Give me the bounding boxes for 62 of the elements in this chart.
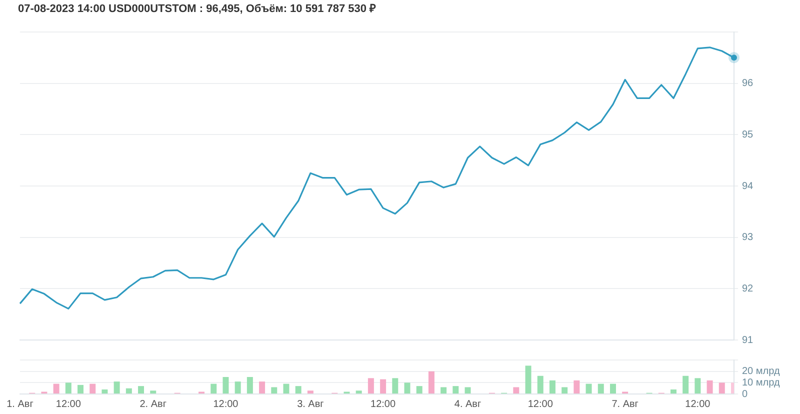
bar bbox=[259, 382, 266, 394]
x-tick-label: 12:00 bbox=[685, 398, 711, 410]
bar bbox=[428, 371, 434, 394]
bar bbox=[246, 377, 253, 394]
bar bbox=[682, 376, 689, 394]
y-tick-label: 95 bbox=[742, 129, 754, 140]
bar bbox=[78, 384, 84, 394]
bar bbox=[610, 384, 616, 394]
x-tick-label: 12:00 bbox=[56, 398, 82, 410]
bar bbox=[271, 387, 278, 394]
bar bbox=[598, 384, 604, 394]
bar bbox=[90, 384, 96, 394]
bar bbox=[440, 387, 447, 394]
bar bbox=[150, 390, 156, 394]
x-tick-label: 1. Авг bbox=[6, 398, 34, 410]
bar bbox=[234, 382, 241, 394]
bar bbox=[102, 389, 108, 394]
bar bbox=[210, 384, 217, 394]
bar bbox=[295, 386, 302, 394]
y-tick-label: 92 bbox=[742, 283, 754, 294]
y-tick-label: 0 bbox=[742, 388, 748, 400]
bar bbox=[670, 389, 676, 394]
bar bbox=[513, 387, 520, 394]
bar bbox=[126, 388, 132, 394]
x-tick-label: 3. Авг bbox=[297, 398, 324, 410]
bar bbox=[307, 390, 314, 394]
bar bbox=[574, 380, 580, 394]
y-tick-label: 91 bbox=[742, 334, 754, 346]
bar bbox=[452, 386, 459, 394]
bar bbox=[562, 387, 568, 394]
x-tick-label: 12:00 bbox=[528, 398, 554, 410]
chart-title: 07-08-2023 14:00 USD000UTSTOM : 96,495, Объём: 10 591 787 530 ₽ bbox=[17, 2, 377, 17]
y-tick-label: 93 bbox=[742, 232, 754, 244]
bar bbox=[694, 378, 701, 394]
x-tick-label: 2. Авг bbox=[140, 398, 167, 410]
bar bbox=[549, 380, 556, 394]
y-tick-label: 96 bbox=[742, 78, 754, 90]
bar bbox=[464, 387, 471, 394]
bar bbox=[525, 366, 532, 394]
bar bbox=[368, 378, 374, 394]
bar bbox=[586, 384, 592, 394]
bar bbox=[392, 378, 398, 394]
bar bbox=[53, 384, 60, 394]
bar bbox=[222, 377, 229, 394]
y-tick-label: 94 bbox=[742, 180, 754, 192]
bar bbox=[537, 376, 544, 394]
bar bbox=[114, 382, 120, 394]
bar bbox=[416, 386, 422, 394]
x-tick-label: 4. Авг bbox=[454, 398, 482, 410]
bar bbox=[380, 379, 386, 394]
x-tick-label: 7. Авг bbox=[612, 398, 639, 410]
y-tick-label: 20 млрд bbox=[742, 366, 780, 378]
bar bbox=[718, 382, 725, 394]
x-tick-label: 12:00 bbox=[213, 398, 239, 410]
x-tick-label: 12:00 bbox=[370, 398, 396, 410]
y-tick-label: 10 млрд bbox=[742, 377, 780, 388]
bar bbox=[356, 390, 362, 394]
bar bbox=[138, 386, 144, 394]
bar bbox=[283, 384, 290, 394]
bar bbox=[404, 382, 410, 394]
bar bbox=[65, 382, 72, 394]
bar bbox=[706, 380, 713, 394]
